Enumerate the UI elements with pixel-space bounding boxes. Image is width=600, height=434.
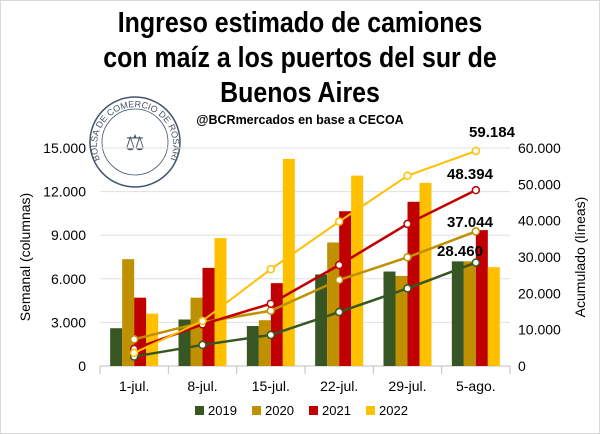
bar-2020 [327, 242, 340, 366]
y-tick-label: 15.000 [43, 140, 86, 156]
point-2020 [403, 253, 412, 262]
point-2020 [266, 306, 276, 316]
point-2020 [334, 275, 344, 285]
y2-tick-label: 30.000 [518, 249, 561, 265]
bar-2022 [282, 158, 295, 366]
point-2019 [198, 340, 207, 350]
legend-label-2019: 2019 [208, 403, 237, 418]
bar-2019 [451, 261, 464, 366]
logo-seal-inner [101, 108, 169, 176]
x-tick-label: 8-jul. [187, 378, 217, 394]
chart-title: Ingreso estimado de camiones con maíz a … [103, 7, 497, 109]
point-2022 [266, 264, 276, 274]
bar-2019 [246, 326, 259, 366]
line-2021 [133, 189, 477, 351]
end-label-2019: 28.460 [437, 243, 483, 260]
y2-tick-label: 40.000 [518, 213, 561, 229]
point-2021 [471, 185, 481, 195]
legend-label-2022: 2022 [379, 403, 408, 418]
y-tick-label: 0 [78, 358, 86, 374]
point-2022 [334, 217, 344, 226]
bar-2021 [339, 211, 352, 366]
line-2019 [133, 261, 477, 358]
legend-swatch-2021 [309, 406, 318, 415]
point-2022 [471, 146, 481, 156]
end-label-2021: 48.394 [447, 166, 494, 183]
legend-swatch-2020 [252, 406, 261, 415]
y2-tick-label: 60.000 [518, 140, 561, 156]
legend-label-2020: 2020 [265, 403, 294, 418]
line-2020 [133, 230, 477, 341]
end-label-2022: 59.184 [469, 124, 516, 141]
point-2022 [403, 171, 412, 181]
logo-scales-icon: ⚖ [125, 130, 145, 155]
bar-2021 [407, 201, 420, 366]
bar-2022 [214, 238, 227, 366]
legend-label-2021: 2021 [322, 403, 351, 418]
point-2020 [471, 227, 481, 236]
y-tick-label: 9.000 [51, 227, 86, 243]
x-tick-label: 1-jul. [119, 378, 149, 394]
bar-2020 [258, 320, 271, 366]
bar-2020 [190, 297, 203, 366]
y-axis-label: Semanal (columnas) [17, 193, 33, 321]
y2-tick-label: 0 [518, 358, 526, 374]
point-2021 [266, 299, 276, 308]
point-2021 [403, 219, 412, 229]
point-2019 [471, 258, 481, 267]
bar-2020 [122, 259, 135, 366]
point-2019 [266, 330, 276, 340]
point-2021 [334, 260, 344, 270]
bar-2019 [383, 271, 396, 366]
bar-2022 [351, 175, 364, 366]
end-label-2020: 37.044 [447, 214, 494, 231]
y-tick-label: 6.000 [51, 271, 86, 287]
point-2020 [129, 335, 139, 344]
bar-2019 [110, 328, 123, 366]
bar-2022 [419, 182, 432, 366]
point-2022 [129, 348, 139, 358]
line-2022 [133, 150, 477, 354]
point-2019 [334, 307, 344, 317]
bar-2022 [487, 267, 500, 366]
bar-2020 [463, 261, 476, 366]
x-tick-label: 22-jul. [320, 378, 358, 394]
point-2022 [198, 316, 207, 326]
y2-tick-label: 50.000 [518, 176, 561, 192]
point-2019 [403, 284, 412, 293]
x-tick-label: 29-jul. [388, 378, 426, 394]
bar-2020 [395, 275, 408, 366]
y2-axis-label: Acumulado (líneas) [572, 197, 588, 318]
x-tick-label: 15-jul. [252, 378, 290, 394]
legend-swatch-2022 [366, 406, 375, 415]
y2-tick-label: 10.000 [518, 322, 561, 338]
y2-tick-label: 20.000 [518, 285, 561, 301]
bar-2021 [270, 283, 283, 366]
logo-text: BOLSA DE COMERCIO DE ROSARIO [0, 0, 181, 163]
y-tick-label: 12.000 [43, 184, 86, 200]
bar-2019 [315, 274, 328, 366]
x-tick-label: 5-ago. [456, 378, 496, 394]
legend-swatch-2019 [195, 406, 204, 415]
chart-subtitle: @BCRmercados en base a CECOA [196, 113, 404, 127]
logo-seal-outer [89, 96, 181, 188]
y-tick-label: 3.000 [51, 314, 86, 330]
